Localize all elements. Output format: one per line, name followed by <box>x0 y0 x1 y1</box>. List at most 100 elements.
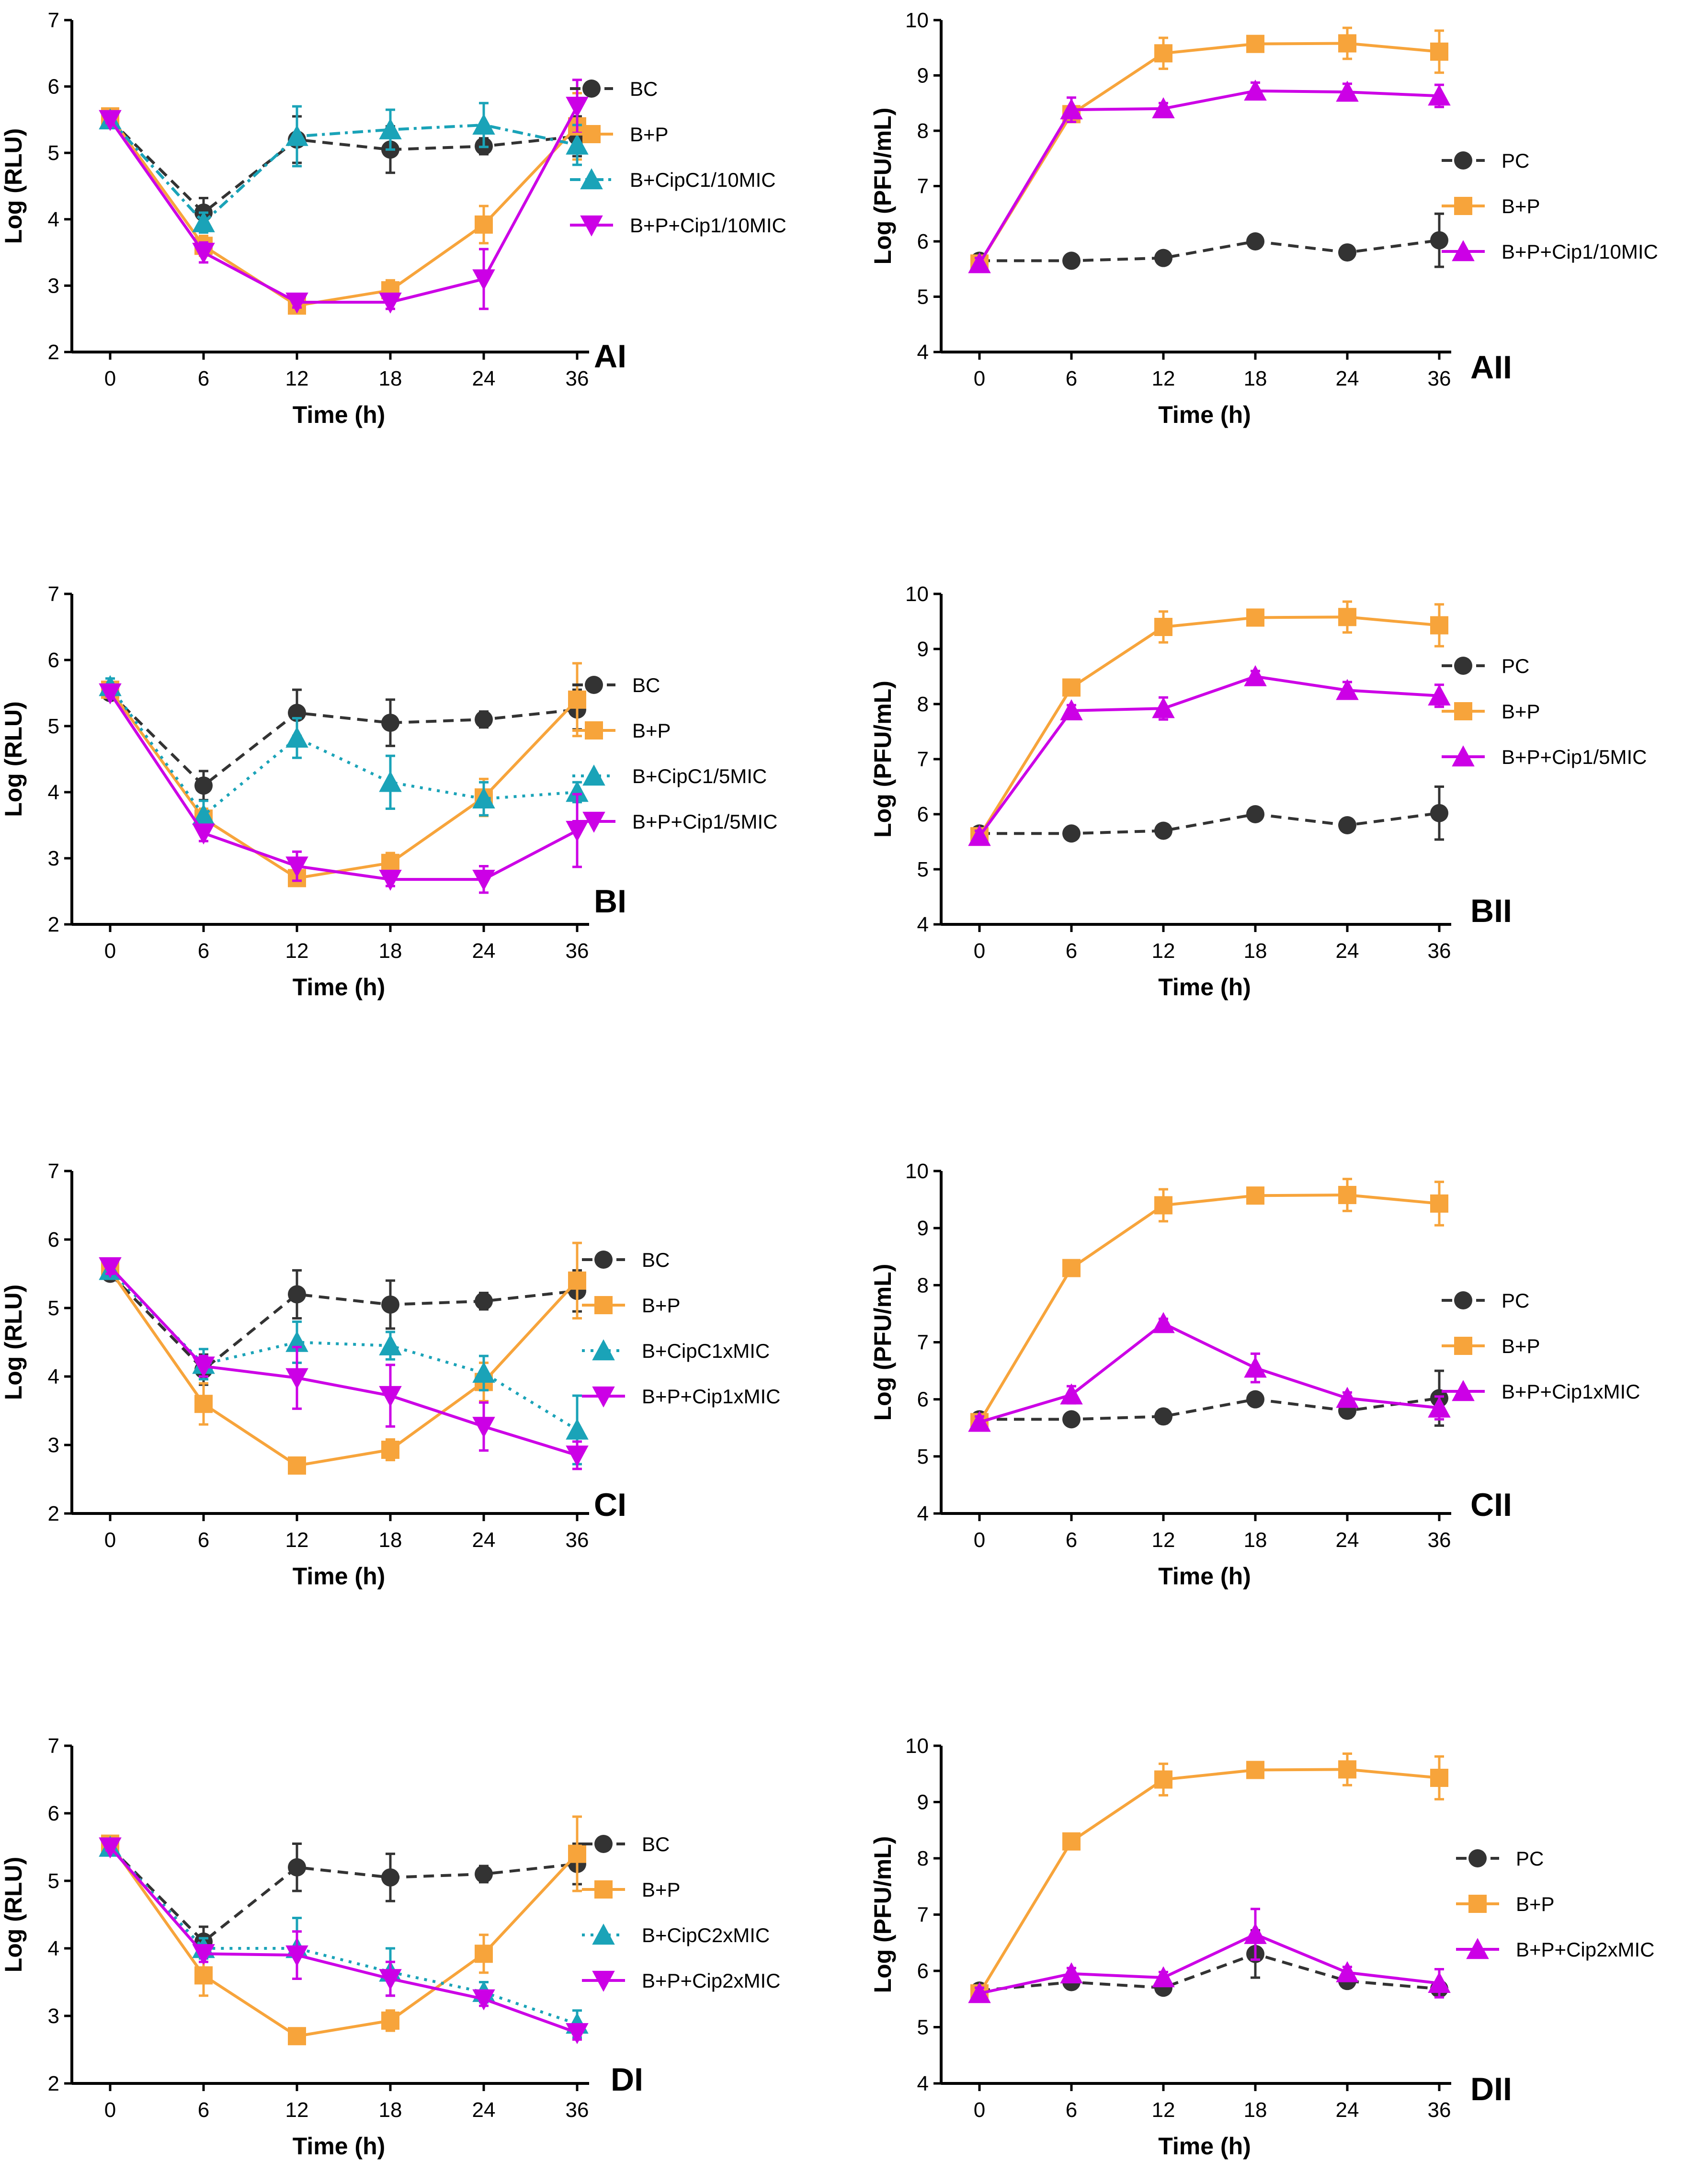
data-point <box>1062 1832 1081 1851</box>
data-point <box>285 1331 308 1352</box>
x-tick-label: 36 <box>1428 367 1451 390</box>
legend-marker <box>1452 240 1475 262</box>
data-point <box>379 292 402 314</box>
data-point <box>1338 816 1356 834</box>
data-point <box>1154 1407 1172 1426</box>
legend-item: BC <box>570 78 658 100</box>
series-line <box>109 1273 578 1372</box>
legend-label: PC <box>1502 655 1529 677</box>
y-tick-label: 6 <box>48 648 59 672</box>
series-line <box>109 1846 578 1944</box>
panel-label: AI <box>594 338 626 375</box>
legend-item: B+P+Cip1/10MIC <box>1442 240 1658 263</box>
data-point <box>1062 1259 1081 1277</box>
series-line <box>979 239 1440 262</box>
legend-item: BC <box>572 674 660 696</box>
legend-marker <box>1468 1895 1487 1913</box>
y-tick-label: 9 <box>917 64 929 88</box>
x-axis-title: Time (h) <box>1158 974 1251 1001</box>
data-point <box>1338 608 1356 626</box>
series-b-cipc2xmic <box>99 1835 589 2039</box>
data-point <box>99 110 122 131</box>
data-point <box>379 1386 402 1407</box>
x-tick-label: 18 <box>379 367 402 390</box>
series-b-p <box>970 600 1448 845</box>
data-point <box>472 869 495 891</box>
y-axis-title: Log (RLU) <box>0 128 27 244</box>
x-tick-label: 0 <box>974 2098 985 2122</box>
data-point <box>1430 804 1448 822</box>
legend-label: BC <box>642 1249 670 1271</box>
y-tick-label: 6 <box>917 1388 929 1411</box>
x-tick-label: 0 <box>974 939 985 963</box>
data-point <box>1428 684 1451 705</box>
data-point <box>1060 1962 1083 1984</box>
data-point <box>568 1844 586 1863</box>
x-tick-label: 18 <box>379 939 402 963</box>
data-point <box>1244 1922 1267 1944</box>
legend-label: PC <box>1502 1289 1529 1312</box>
series-line <box>109 692 578 788</box>
legend-label: PC <box>1502 149 1529 172</box>
y-tick-label: 8 <box>917 693 929 716</box>
y-tick-label: 6 <box>917 230 929 253</box>
legend-marker <box>594 1835 613 1853</box>
y-axis-title: Log (PFU/mL) <box>869 1264 896 1421</box>
data-point <box>1338 1760 1356 1779</box>
data-point <box>475 710 493 729</box>
legend-marker <box>585 721 603 739</box>
data-point <box>1152 1966 1175 1988</box>
series-b-p-cip2xmic <box>968 1908 1451 2003</box>
panel-label: BII <box>1470 893 1512 929</box>
series-line <box>109 118 578 225</box>
legend-marker <box>1452 745 1475 767</box>
y-tick-label: 5 <box>917 858 929 881</box>
data-point <box>381 1868 399 1887</box>
data-point <box>1244 665 1267 686</box>
x-tick-label: 18 <box>1244 1528 1267 1552</box>
x-axis-title: Time (h) <box>293 2133 386 2160</box>
data-point <box>968 1982 991 2003</box>
data-point <box>1246 232 1264 250</box>
data-point <box>1430 1768 1448 1787</box>
y-axis-title: Log (PFU/mL) <box>869 681 896 838</box>
legend-label: B+P+Cip1xMIC <box>642 1385 780 1408</box>
x-tick-label: 0 <box>104 2098 116 2122</box>
series-pc <box>970 1369 1448 1429</box>
data-point <box>1152 697 1175 718</box>
data-point <box>192 211 215 232</box>
legend-label: BC <box>630 78 658 100</box>
x-tick-label: 12 <box>285 367 309 390</box>
legend-label: B+P+Cip1/10MIC <box>1502 240 1658 263</box>
legend-label: BC <box>632 674 660 696</box>
legend-label: PC <box>1516 1847 1544 1870</box>
series-line <box>109 1266 578 1457</box>
x-tick-label: 12 <box>1152 2098 1175 2122</box>
legend-item: PC <box>1442 1289 1529 1312</box>
data-point <box>1336 80 1359 102</box>
data-point <box>1154 44 1172 63</box>
x-axis-title: Time (h) <box>1158 2133 1251 2160</box>
y-tick-label: 5 <box>917 2016 929 2039</box>
data-point <box>1154 1196 1172 1215</box>
y-tick-label: 5 <box>917 285 929 309</box>
x-tick-label: 36 <box>1428 1528 1451 1552</box>
x-tick-label: 18 <box>379 1528 402 1552</box>
data-point <box>472 269 495 291</box>
y-tick-label: 4 <box>48 1937 59 1960</box>
legend-label: B+CipC1/10MIC <box>630 169 776 191</box>
data-point <box>1246 608 1264 627</box>
data-point <box>1152 1312 1175 1333</box>
x-tick-label: 0 <box>104 367 116 390</box>
legend-marker <box>594 1251 613 1269</box>
data-point <box>1154 249 1172 267</box>
data-point <box>285 727 308 748</box>
series-line <box>978 675 1440 837</box>
data-point <box>285 292 308 314</box>
legend-item: B+P <box>1442 195 1540 217</box>
y-tick-label: 2 <box>48 1502 59 1525</box>
legend-item: B+P <box>1456 1893 1555 1915</box>
series-b-p-cip1xmic <box>968 1312 1451 1432</box>
x-tick-label: 6 <box>1066 2098 1077 2122</box>
data-point <box>1244 1356 1267 1378</box>
